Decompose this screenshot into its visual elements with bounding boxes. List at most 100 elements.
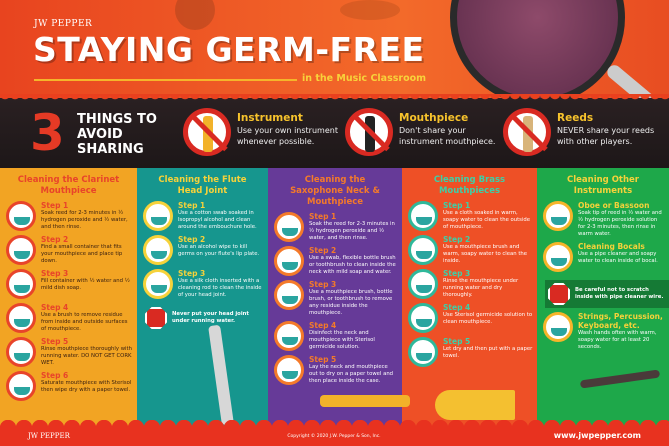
avoid-sharing-band: 3 THINGS TO AVOID SHARING Instrument Use … <box>0 98 669 168</box>
wave-divider <box>0 94 669 102</box>
jwpepper-logo: JW PEPPER <box>28 432 70 440</box>
column-3: Cleaning Brass Mouthpieces Step 1 Use a cl… <box>402 168 537 426</box>
footer <box>0 426 669 446</box>
step-label: Strings, Percussion, Keyboard, etc. <box>578 312 663 330</box>
step: Step 6 Saturate mouthpiece with Sterisol … <box>6 371 133 401</box>
step-label: Step 2 <box>178 235 206 244</box>
step-text: Use a cotton swab soaked in Isopropyl al… <box>178 210 257 230</box>
step-illustration-icon <box>6 235 36 265</box>
avoid-item-title: Instrument <box>237 112 303 124</box>
avoid-item-text: Don't share your instrument mouthpiece. <box>399 126 496 146</box>
step: Strings, Percussion, Keyboard, etc. Wash … <box>543 312 665 351</box>
step-text: Use a mouthpiece brush and warm, soapy w… <box>443 244 528 264</box>
step-illustration-icon <box>543 242 573 272</box>
step-label: Step 1 <box>309 212 337 221</box>
step-illustration-icon <box>6 371 36 401</box>
avoid-item-text: Use your own instrument whenever possibl… <box>237 126 338 146</box>
step-illustration-icon <box>274 355 304 385</box>
step: Step 5 Rinse mouthpiece thoroughly with r… <box>6 337 133 367</box>
warning-text: Never put your head joint under running … <box>172 311 249 324</box>
column-title: Cleaning the Flute Head Joint <box>158 175 247 196</box>
header: JW PEPPER STAYING GERM-FREE in the Music… <box>0 0 669 112</box>
step-label: Step 2 <box>41 235 69 244</box>
step-label: Step 3 <box>443 269 471 278</box>
step-illustration-icon <box>6 269 36 299</box>
step-label: Step 3 <box>309 280 337 289</box>
step-text: Use Sterisol germicide solution to clean… <box>443 312 533 325</box>
jwpepper-logo: JW PEPPER <box>34 19 93 29</box>
page-title: STAYING GERM-FREE <box>33 30 425 69</box>
step-text: Use a silk cloth inserted with a cleanin… <box>178 278 262 298</box>
step-illustration-icon <box>274 321 304 351</box>
step-illustration-icon <box>274 212 304 242</box>
step-label: Step 2 <box>309 246 337 255</box>
step-illustration-icon <box>143 201 173 231</box>
step-text: Use an alcohol wipe to kill germs on you… <box>178 244 260 257</box>
step-label: Step 3 <box>178 269 206 278</box>
avoid-sharing-heading: THINGS TO AVOID SHARING <box>77 112 157 157</box>
step-text: Lay the neck and mouthpiece out to dry o… <box>309 364 394 384</box>
saxophone-neck-illustration <box>320 395 410 407</box>
germ-icon <box>340 0 400 20</box>
step: Step 3 Use a silk cloth inserted with a c… <box>143 269 264 299</box>
step-label: Step 6 <box>41 371 69 380</box>
step: Step 4 Use Sterisol germicide solution to… <box>408 303 533 333</box>
step: Step 1 Use a cotton swab soaked in Isopro… <box>143 201 264 231</box>
step-label: Step 1 <box>41 201 69 210</box>
stop-hand-icon <box>145 307 167 329</box>
step: Oboe or Bassoon Soak tip of reed in ½ wat… <box>543 201 665 238</box>
step-illustration-icon <box>408 235 438 265</box>
step-illustration-icon <box>543 312 573 342</box>
step-illustration-icon <box>408 201 438 231</box>
website-link[interactable]: www.jwpepper.com <box>553 431 641 440</box>
step: Cleaning Bocals Use a pipe cleaner and so… <box>543 242 665 272</box>
step-illustration-icon <box>6 303 36 333</box>
column-4: Cleaning Other Instruments Oboe or Bassoo… <box>537 168 669 426</box>
step-text: Rinse mouthpiece thoroughly with running… <box>41 346 132 366</box>
step: Step 2 Use a swab, flexible bottle brush … <box>274 246 398 276</box>
step-text: Soak the reed for 2-3 minutes in ½ hydro… <box>309 221 395 241</box>
step: Step 3 Fill container with ½ water and ½ … <box>6 269 133 299</box>
column-title: Cleaning Brass Mouthpieces <box>433 175 506 196</box>
warning-note: Be careful not to scratch inside with pi… <box>545 280 669 308</box>
step-text: Soak reed for 2-3 minutes in ½ hydrogen … <box>41 210 128 230</box>
step-label: Step 5 <box>309 355 337 364</box>
step: Step 2 Use a mouthpiece brush and warm, s… <box>408 235 533 265</box>
step-text: Use a brush to remove residue from insid… <box>41 312 128 332</box>
step-text: Use a cloth soaked in warm, soapy water … <box>443 210 531 230</box>
avoid-item-reeds: Reeds NEVER share your reeds with other p… <box>503 108 662 156</box>
step-text: Soak tip of reed in ½ water and ½ hydrog… <box>578 210 662 237</box>
step-text: Saturate mouthpiece with Sterisol then w… <box>41 380 132 393</box>
avoid-item-text: NEVER share your reeds with other player… <box>557 126 655 146</box>
step-label: Step 4 <box>309 321 337 330</box>
column-0: Cleaning the Clarinet Mouthpiece Step 1 So… <box>0 168 137 426</box>
step-label: Oboe or Bassoon <box>578 201 650 210</box>
step-label: Step 2 <box>443 235 471 244</box>
step-label: Step 3 <box>41 269 69 278</box>
warning-note: Never put your head joint under running … <box>145 307 262 329</box>
page-subtitle: in the Music Classroom <box>302 73 427 84</box>
step: Step 1 Soak reed for 2-3 minutes in ½ hyd… <box>6 201 133 231</box>
germ-icon <box>175 0 215 30</box>
no-mouthpiece-icon <box>345 108 393 156</box>
magnifier-icon <box>450 0 625 105</box>
step-illustration-icon <box>143 235 173 265</box>
no-trumpet-icon <box>183 108 231 156</box>
trumpet-illustration <box>435 390 515 420</box>
step-illustration-icon <box>6 201 36 231</box>
step-label: Step 5 <box>41 337 69 346</box>
step: Step 2 Find a small container that fits y… <box>6 235 133 265</box>
copyright: Copyright © 2020 J.W. Pepper & Son, Inc. <box>287 434 381 439</box>
step-illustration-icon <box>408 337 438 367</box>
step-text: Rinse the mouthpiece under running water… <box>443 278 519 298</box>
step-text: Use a pipe cleaner and soapy water to cl… <box>578 251 658 264</box>
step-label: Step 4 <box>443 303 471 312</box>
step-label: Step 4 <box>41 303 69 312</box>
warning-text: Be careful not to scratch inside with pi… <box>575 287 664 300</box>
step-label: Step 1 <box>443 201 471 210</box>
step-text: Let dry and then put with a paper towel. <box>443 346 533 359</box>
step-illustration-icon <box>543 201 573 231</box>
divider <box>34 79 297 81</box>
number-three: 3 <box>30 104 65 162</box>
step: Step 4 Disinfect the neck and mouthpiece … <box>274 321 398 351</box>
